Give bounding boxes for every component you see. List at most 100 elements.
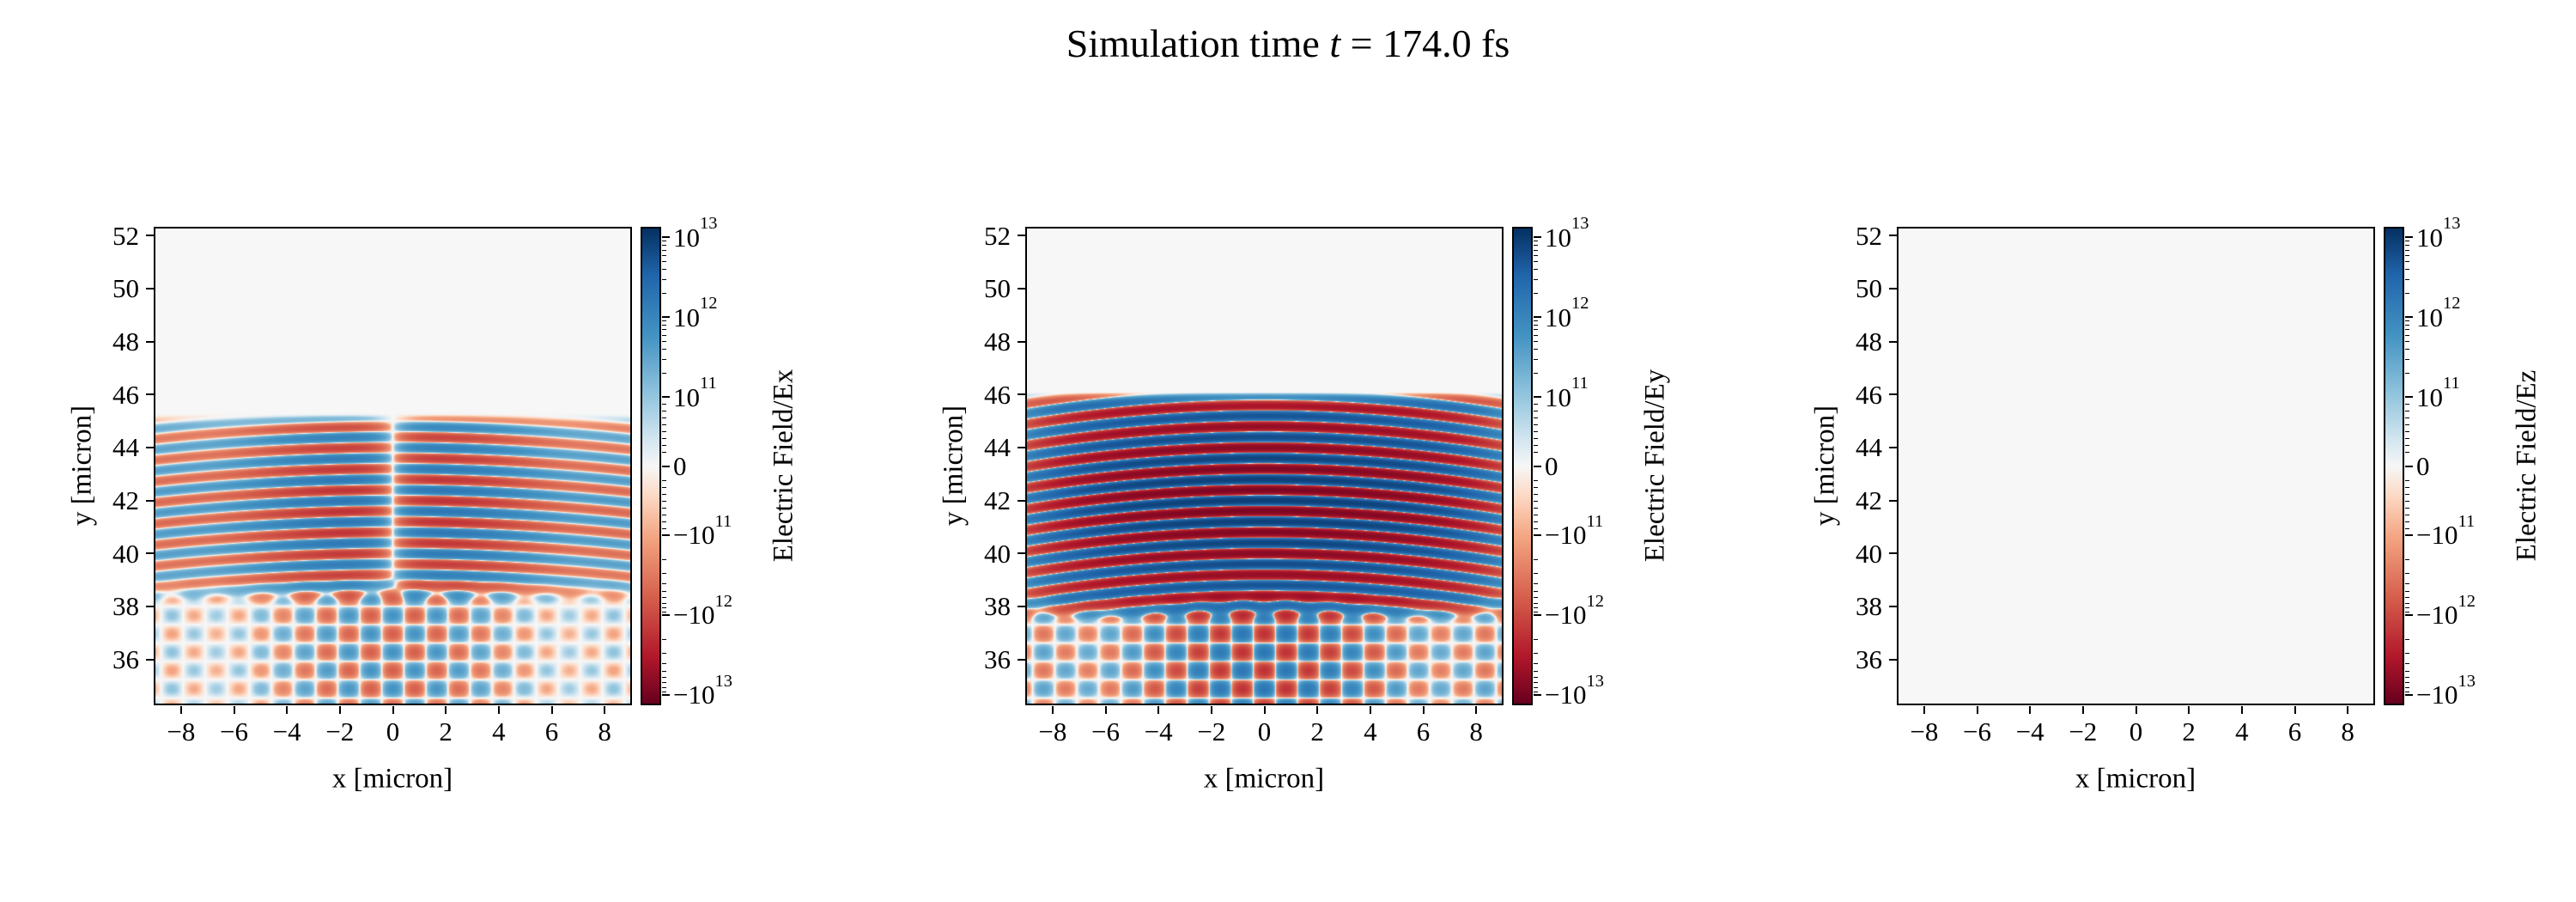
colorbar-minor-tick (662, 686, 666, 688)
colorbar-tick-mark (1534, 396, 1541, 399)
y-tick-label: 36 (1856, 644, 1882, 675)
colorbar-tick-mark (1534, 693, 1541, 696)
colorbar-minor-tick (1534, 320, 1538, 322)
colorbar-minor-tick (1534, 349, 1538, 350)
y-tick-mark (1889, 446, 1897, 448)
colorbar-minor-tick (2405, 682, 2409, 684)
colorbar-tick-label: −1012 (2416, 591, 2476, 631)
x-tick-mark (550, 706, 553, 714)
y-tick-label: 46 (1856, 379, 1882, 410)
x-tick-label: 2 (2182, 716, 2196, 747)
colorbar-tick-label: 1012 (1545, 294, 1589, 332)
colorbar-tick-mark (1534, 236, 1541, 239)
colorbar-tick-mark (662, 236, 670, 239)
y-tick-mark (1018, 287, 1025, 289)
y-tick-label: 42 (984, 485, 1011, 516)
colorbar-minor-tick (1534, 269, 1538, 271)
colorbar-minor-tick (662, 334, 666, 336)
title-variable: t (1329, 21, 1341, 65)
colorbar-minor-tick (1534, 507, 1538, 509)
colorbar-tick-label: −1012 (1545, 591, 1604, 631)
y-tick-mark (1018, 658, 1025, 661)
colorbar-minor-tick (662, 293, 666, 295)
colorbar-tick-label: 1013 (673, 214, 718, 253)
colorbar-minor-tick (1534, 500, 1538, 502)
colorbar-minor-tick (2405, 452, 2409, 454)
colorbar-minor-tick (1534, 341, 1538, 343)
x-tick-label: −8 (1910, 716, 1939, 747)
colorbar-tick-mark (662, 693, 670, 696)
colorbar-minor-tick (1534, 486, 1538, 488)
colorbar-minor-tick (662, 404, 666, 405)
colorbar-minor-tick (1534, 638, 1538, 640)
colorbar-minor-tick (1534, 682, 1538, 684)
y-tick-mark (146, 499, 154, 502)
colorbar-minor-tick (1534, 527, 1538, 529)
colorbar-tick-mark (2405, 693, 2413, 696)
x-tick-mark (286, 706, 289, 714)
colorbar-tick-label: −1013 (1545, 671, 1604, 710)
colorbar-minor-tick (662, 245, 666, 247)
x-tick-mark (1475, 706, 1478, 714)
x-tick-label: −4 (2015, 716, 2044, 747)
y-tick-label: 48 (984, 326, 1011, 357)
colorbar-minor-tick (1534, 582, 1538, 584)
colorbar-minor-tick (662, 590, 666, 592)
x-tick-label: −2 (325, 716, 355, 747)
colorbar-minor-tick (2405, 438, 2409, 440)
colorbar-minor-tick (2405, 662, 2409, 664)
colorbar-tick-mark (662, 465, 670, 467)
colorbar-minor-tick (2405, 486, 2409, 488)
colorbar-tick-label: 1011 (1545, 373, 1589, 412)
colorbar-minor-tick (662, 341, 666, 343)
colorbar-tick-label: 0 (1545, 451, 1558, 481)
colorbar-minor-tick (2405, 606, 2409, 608)
colorbar-minor-tick (662, 269, 666, 271)
x-tick-mark (497, 706, 500, 714)
colorbar-minor-tick (2405, 349, 2409, 350)
colorbar-minor-tick (662, 611, 666, 613)
colorbar-minor-tick (1534, 329, 1538, 331)
y-tick-mark (1889, 393, 1897, 396)
x-tick-label: −8 (1038, 716, 1067, 747)
colorbar-tick-label: −1011 (673, 511, 732, 551)
colorbar-minor-tick (2405, 245, 2409, 247)
heatmap-ez (1897, 227, 2375, 705)
x-tick-label: −6 (220, 716, 248, 747)
colorbar-minor-tick (1534, 597, 1538, 599)
x-tick-label: −2 (2069, 716, 2098, 747)
colorbar-tick-mark (1534, 465, 1541, 467)
colorbar-minor-tick (2405, 249, 2409, 251)
colorbar-minor-tick (662, 254, 666, 256)
x-tick-label: −6 (1963, 716, 1991, 747)
colorbar-minor-tick (1534, 479, 1538, 481)
x-tick-mark (1263, 706, 1266, 714)
colorbar-minor-tick (662, 558, 666, 560)
colorbar-minor-tick (662, 662, 666, 664)
colorbar-minor-tick (2405, 611, 2409, 613)
colorbar-minor-tick (2405, 373, 2409, 375)
colorbar-tick-mark (2405, 533, 2413, 536)
y-tick-mark (146, 552, 154, 555)
colorbar-minor-tick (1534, 611, 1538, 613)
x-tick-mark (1316, 706, 1319, 714)
colorbar-minor-tick (662, 670, 666, 672)
colorbar-minor-tick (1534, 404, 1538, 405)
colorbar-minor-tick (662, 358, 666, 360)
colorbar-minor-tick (1534, 606, 1538, 608)
x-axis-label: x [micron] (331, 763, 453, 795)
colorbar-tick-label: −1011 (2416, 511, 2476, 551)
y-tick-label: 36 (112, 644, 139, 675)
colorbar-tick-mark (2405, 465, 2413, 467)
x-tick-label: 6 (1416, 716, 1431, 747)
colorbar-minor-tick (1534, 278, 1538, 280)
x-tick-mark (1923, 706, 1925, 714)
colorbar-minor-tick (1534, 662, 1538, 664)
colorbar-minor-tick (1534, 521, 1538, 522)
colorbar-minor-tick (1534, 493, 1538, 495)
y-tick-mark (146, 605, 154, 607)
y-tick-mark (1889, 552, 1897, 555)
colorbar-minor-tick (1534, 590, 1538, 592)
colorbar-minor-tick (1534, 573, 1538, 575)
